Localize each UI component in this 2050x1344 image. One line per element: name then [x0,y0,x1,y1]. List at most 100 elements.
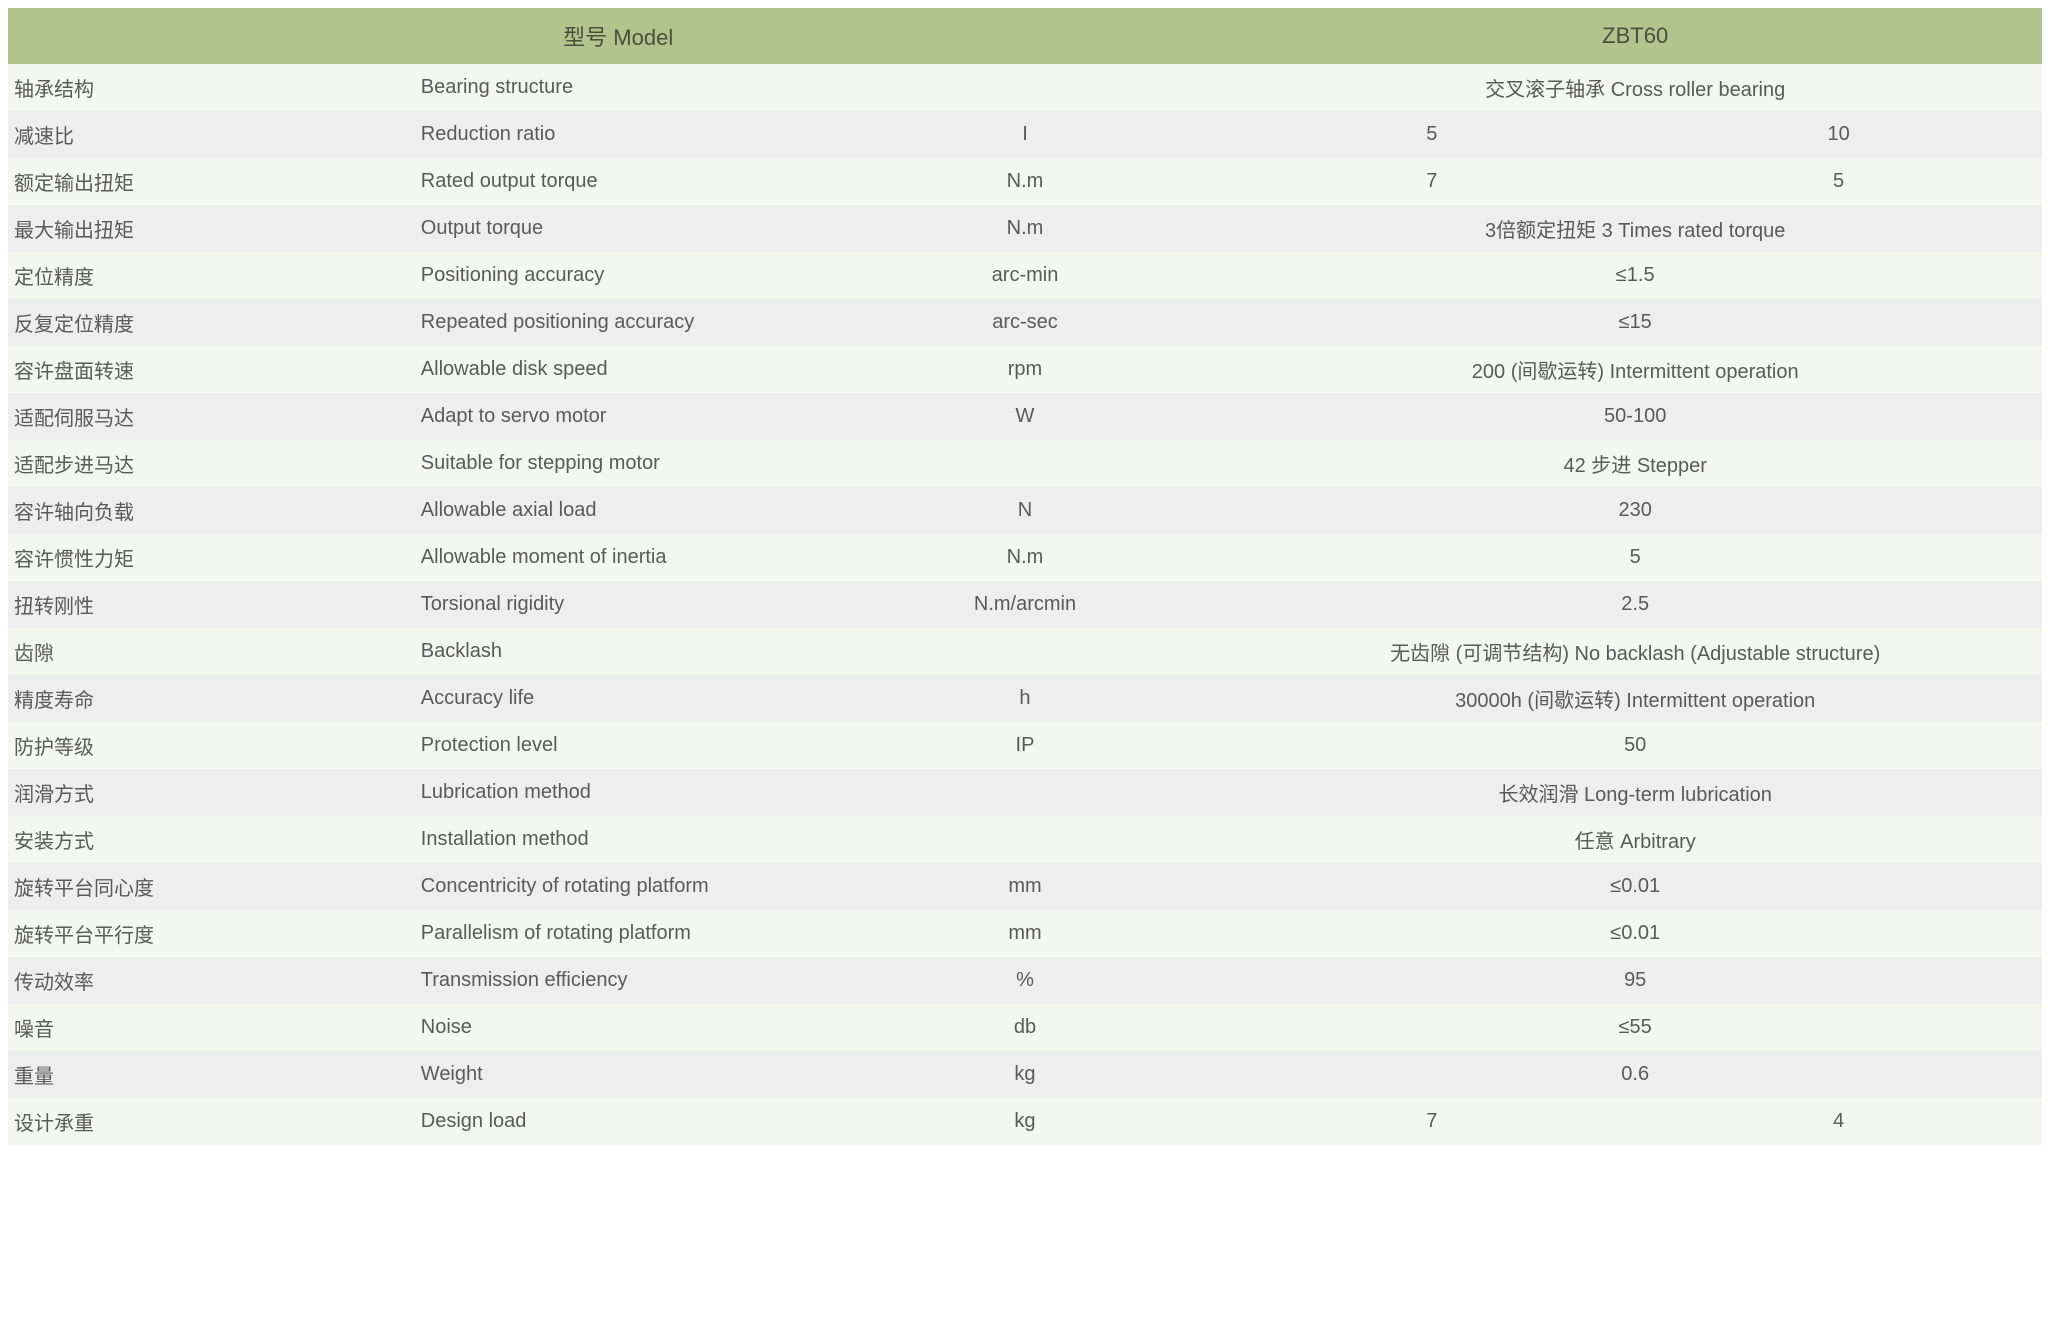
cell-label-cn: 润滑方式 [8,769,415,816]
cell-label-cn: 适配伺服马达 [8,393,415,440]
cell-value: 50 [1228,722,2042,769]
cell-unit: kg [822,1051,1229,1098]
cell-value: 230 [1228,487,2042,534]
cell-unit: N.m [822,205,1229,252]
cell-value: ≤55 [1228,1004,2042,1051]
header-left: 型号 Model [8,8,1228,64]
cell-value: 4 [1635,1098,2042,1145]
table-header-row: 型号 Model ZBT60 [8,8,2042,64]
cell-label-cn: 容许轴向负载 [8,487,415,534]
cell-label-cn: 设计承重 [8,1098,415,1145]
table-row: 传动效率Transmission efficiency%95 [8,957,2042,1004]
cell-value: 7 [1228,1098,1635,1145]
cell-unit: db [822,1004,1229,1051]
table-row: 噪音Noisedb≤55 [8,1004,2042,1051]
cell-value: 50-100 [1228,393,2042,440]
cell-unit [822,816,1229,863]
cell-label-en: Positioning accuracy [415,252,822,299]
cell-value: 5 [1635,158,2042,205]
cell-label-en: Lubrication method [415,769,822,816]
cell-label-cn: 精度寿命 [8,675,415,722]
cell-label-en: Reduction ratio [415,111,822,158]
cell-value: 7 [1228,158,1635,205]
cell-unit: N.m/arcmin [822,581,1229,628]
table-row: 适配步进马达Suitable for stepping motor42 步进 S… [8,440,2042,487]
cell-unit: arc-min [822,252,1229,299]
cell-unit: N [822,487,1229,534]
cell-label-cn: 反复定位精度 [8,299,415,346]
table-row: 齿隙Backlash无齿隙 (可调节结构) No backlash (Adjus… [8,628,2042,675]
cell-unit: I [822,111,1229,158]
table-body: 轴承结构Bearing structure 交叉滚子轴承 Cross roller… [8,64,2042,1145]
table-row: 定位精度Positioning accuracyarc-min≤1.5 [8,252,2042,299]
table-row: 容许轴向负载Allowable axial loadN230 [8,487,2042,534]
cell-value: 2.5 [1228,581,2042,628]
cell-unit: mm [822,910,1229,957]
cell-unit [822,628,1229,675]
cell-unit: h [822,675,1229,722]
table-row: 减速比Reduction ratioI510 [8,111,2042,158]
table-row: 最大输出扭矩Output torqueN.m3倍额定扭矩 3 Times rat… [8,205,2042,252]
cell-label-cn: 旋转平台平行度 [8,910,415,957]
table-row: 重量Weightkg0.6 [8,1051,2042,1098]
cell-unit [822,64,1229,111]
cell-label-cn: 重量 [8,1051,415,1098]
cell-value: 无齿隙 (可调节结构) No backlash (Adjustable stru… [1228,628,2042,675]
cell-label-cn: 定位精度 [8,252,415,299]
cell-value: 3倍额定扭矩 3 Times rated torque [1228,205,2042,252]
cell-value: 5 [1228,111,1635,158]
cell-value: ≤0.01 [1228,910,2042,957]
spec-table: 型号 Model ZBT60 轴承结构Bearing structure 交叉滚子… [8,8,2042,1145]
cell-value: ≤0.01 [1228,863,2042,910]
cell-label-cn: 防护等级 [8,722,415,769]
cell-value: 交叉滚子轴承 Cross roller bearing [1228,64,2042,111]
cell-label-en: Concentricity of rotating platform [415,863,822,910]
table-row: 安装方式Installation method任意 Arbitrary [8,816,2042,863]
table-row: 防护等级Protection levelIP50 [8,722,2042,769]
cell-label-en: Allowable axial load [415,487,822,534]
cell-label-cn: 传动效率 [8,957,415,1004]
cell-value: 0.6 [1228,1051,2042,1098]
cell-label-en: Backlash [415,628,822,675]
cell-value: ≤15 [1228,299,2042,346]
cell-label-en: Protection level [415,722,822,769]
cell-label-en: Repeated positioning accuracy [415,299,822,346]
cell-label-en: Bearing structure [415,64,822,111]
cell-label-en: Accuracy life [415,675,822,722]
cell-label-cn: 最大输出扭矩 [8,205,415,252]
cell-value: 5 [1228,534,2042,581]
cell-value: 95 [1228,957,2042,1004]
cell-value: ≤1.5 [1228,252,2042,299]
cell-value: 200 (间歇运转) Intermittent operation [1228,346,2042,393]
cell-unit [822,440,1229,487]
cell-label-cn: 减速比 [8,111,415,158]
cell-label-cn: 容许惯性力矩 [8,534,415,581]
table-row: 额定输出扭矩Rated output torqueN.m75 [8,158,2042,205]
table-row: 容许盘面转速Allowable disk speedrpm200 (间歇运转) … [8,346,2042,393]
cell-label-en: Allowable moment of inertia [415,534,822,581]
table-row: 润滑方式Lubrication method 长效润滑 Long-term lub… [8,769,2042,816]
cell-unit [822,769,1229,816]
cell-value: 10 [1635,111,2042,158]
cell-label-en: Installation method [415,816,822,863]
cell-label-cn: 轴承结构 [8,64,415,111]
cell-label-cn: 额定输出扭矩 [8,158,415,205]
cell-label-en: Noise [415,1004,822,1051]
cell-label-en: Allowable disk speed [415,346,822,393]
cell-unit: kg [822,1098,1229,1145]
cell-value: 长效润滑 Long-term lubrication [1228,769,2042,816]
cell-label-en: Suitable for stepping motor [415,440,822,487]
header-right: ZBT60 [1228,8,2042,64]
cell-label-en: Design load [415,1098,822,1145]
table-row: 适配伺服马达Adapt to servo motorW50-100 [8,393,2042,440]
cell-label-cn: 安装方式 [8,816,415,863]
table-row: 精度寿命Accuracy lifeh30000h (间歇运转) Intermit… [8,675,2042,722]
cell-label-en: Weight [415,1051,822,1098]
table-row: 反复定位精度Repeated positioning accuracyarc-s… [8,299,2042,346]
cell-value: 30000h (间歇运转) Intermittent operation [1228,675,2042,722]
table-row: 容许惯性力矩Allowable moment of inertiaN.m5 [8,534,2042,581]
cell-label-cn: 噪音 [8,1004,415,1051]
cell-unit: mm [822,863,1229,910]
cell-unit: rpm [822,346,1229,393]
cell-label-en: Torsional rigidity [415,581,822,628]
